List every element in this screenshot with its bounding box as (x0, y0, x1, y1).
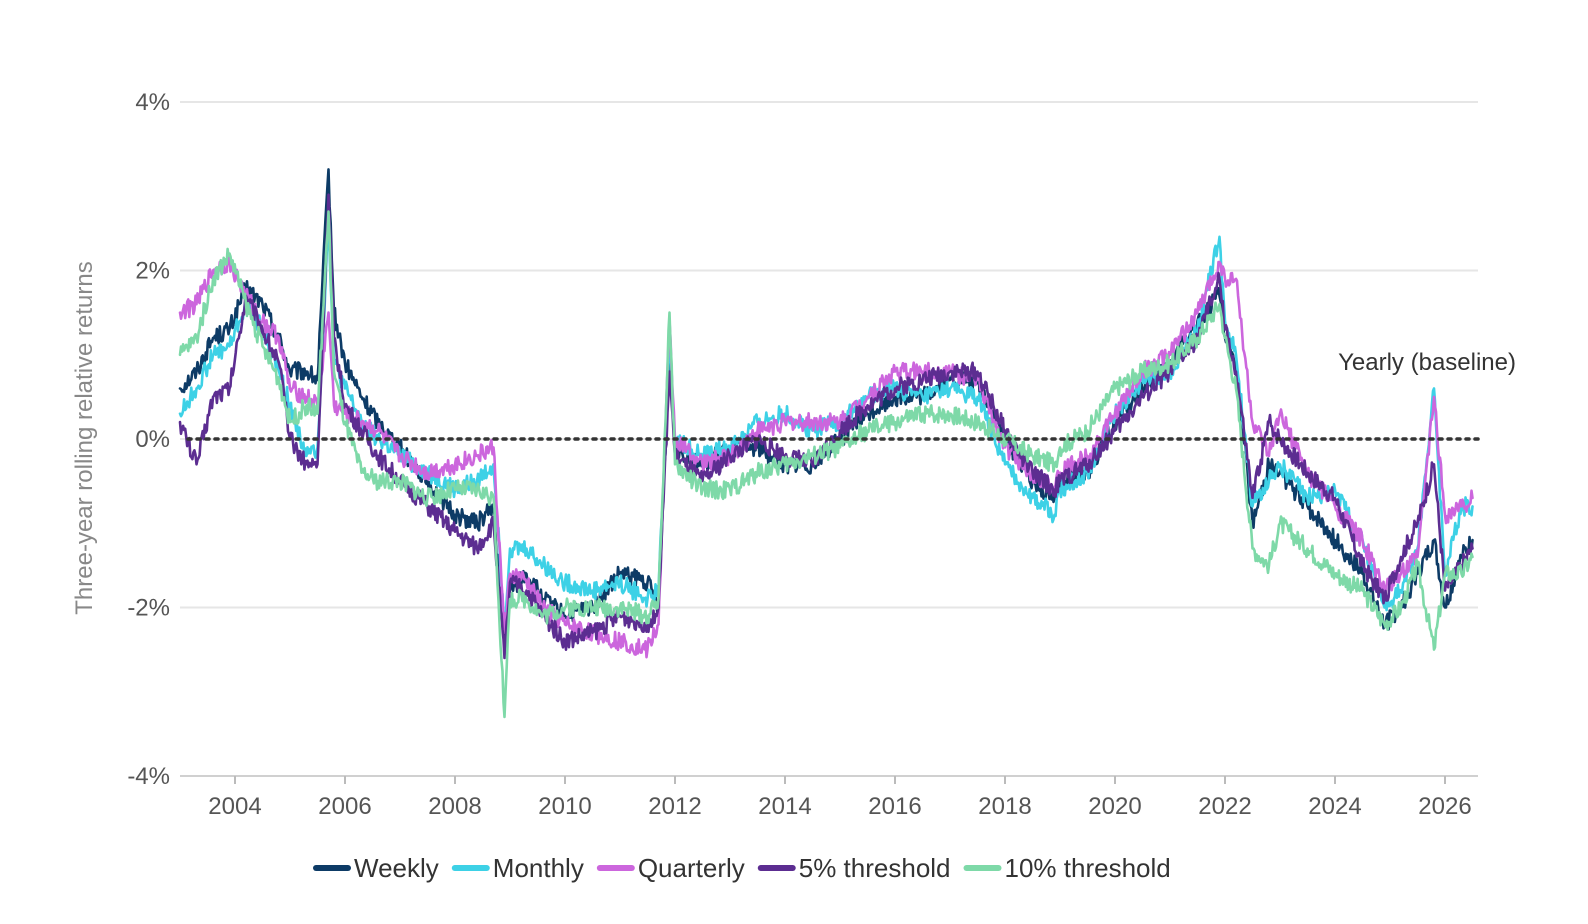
x-tick-label: 2026 (1418, 793, 1471, 820)
x-tick-label: 2022 (1198, 793, 1251, 820)
y-tick-label: 2% (135, 258, 170, 285)
x-tick-label: 2004 (208, 793, 261, 820)
x-tick-label: 2012 (648, 793, 701, 820)
x-tick-label: 2010 (538, 793, 591, 820)
legend-label: 5% threshold (799, 853, 951, 883)
y-tick-label: 0% (135, 426, 170, 453)
x-tick-label: 2018 (978, 793, 1031, 820)
legend: Weekly Monthly Quarterly 5% threshold 10% th… (313, 853, 1171, 883)
x-axis-ticks: 2004 2006 2008 2010 2012 2014 2016 2018 2020 2022… (180, 775, 1478, 820)
x-tick-label: 2024 (1308, 793, 1361, 820)
baseline-layer: Yearly (baseline) (186, 349, 1516, 441)
x-tick-label: 2014 (758, 793, 811, 820)
series-layer (178, 168, 1474, 719)
x-tick-label: 2016 (868, 793, 921, 820)
legend-label: Quarterly (638, 853, 745, 883)
y-tick-label: 4% (135, 89, 170, 116)
y-tick-label: -4% (127, 763, 170, 790)
x-tick-label: 2020 (1088, 793, 1141, 820)
y-axis-title: Three-year rolling relative returns (71, 261, 98, 614)
x-tick-label: 2008 (428, 793, 481, 820)
series-line-0 (178, 168, 1474, 651)
y-axis-ticks: -4% -2% 0% 2% 4% (127, 89, 170, 790)
legend-label: Weekly (354, 853, 439, 883)
series-line-2 (178, 254, 1474, 659)
legend-label: Monthly (493, 853, 584, 883)
baseline-label: Yearly (baseline) (1338, 349, 1516, 376)
x-tick-label: 2006 (318, 793, 371, 820)
series-line-4 (178, 210, 1474, 719)
legend-label: 10% threshold (1005, 853, 1171, 883)
y-tick-label: -2% (127, 595, 170, 622)
